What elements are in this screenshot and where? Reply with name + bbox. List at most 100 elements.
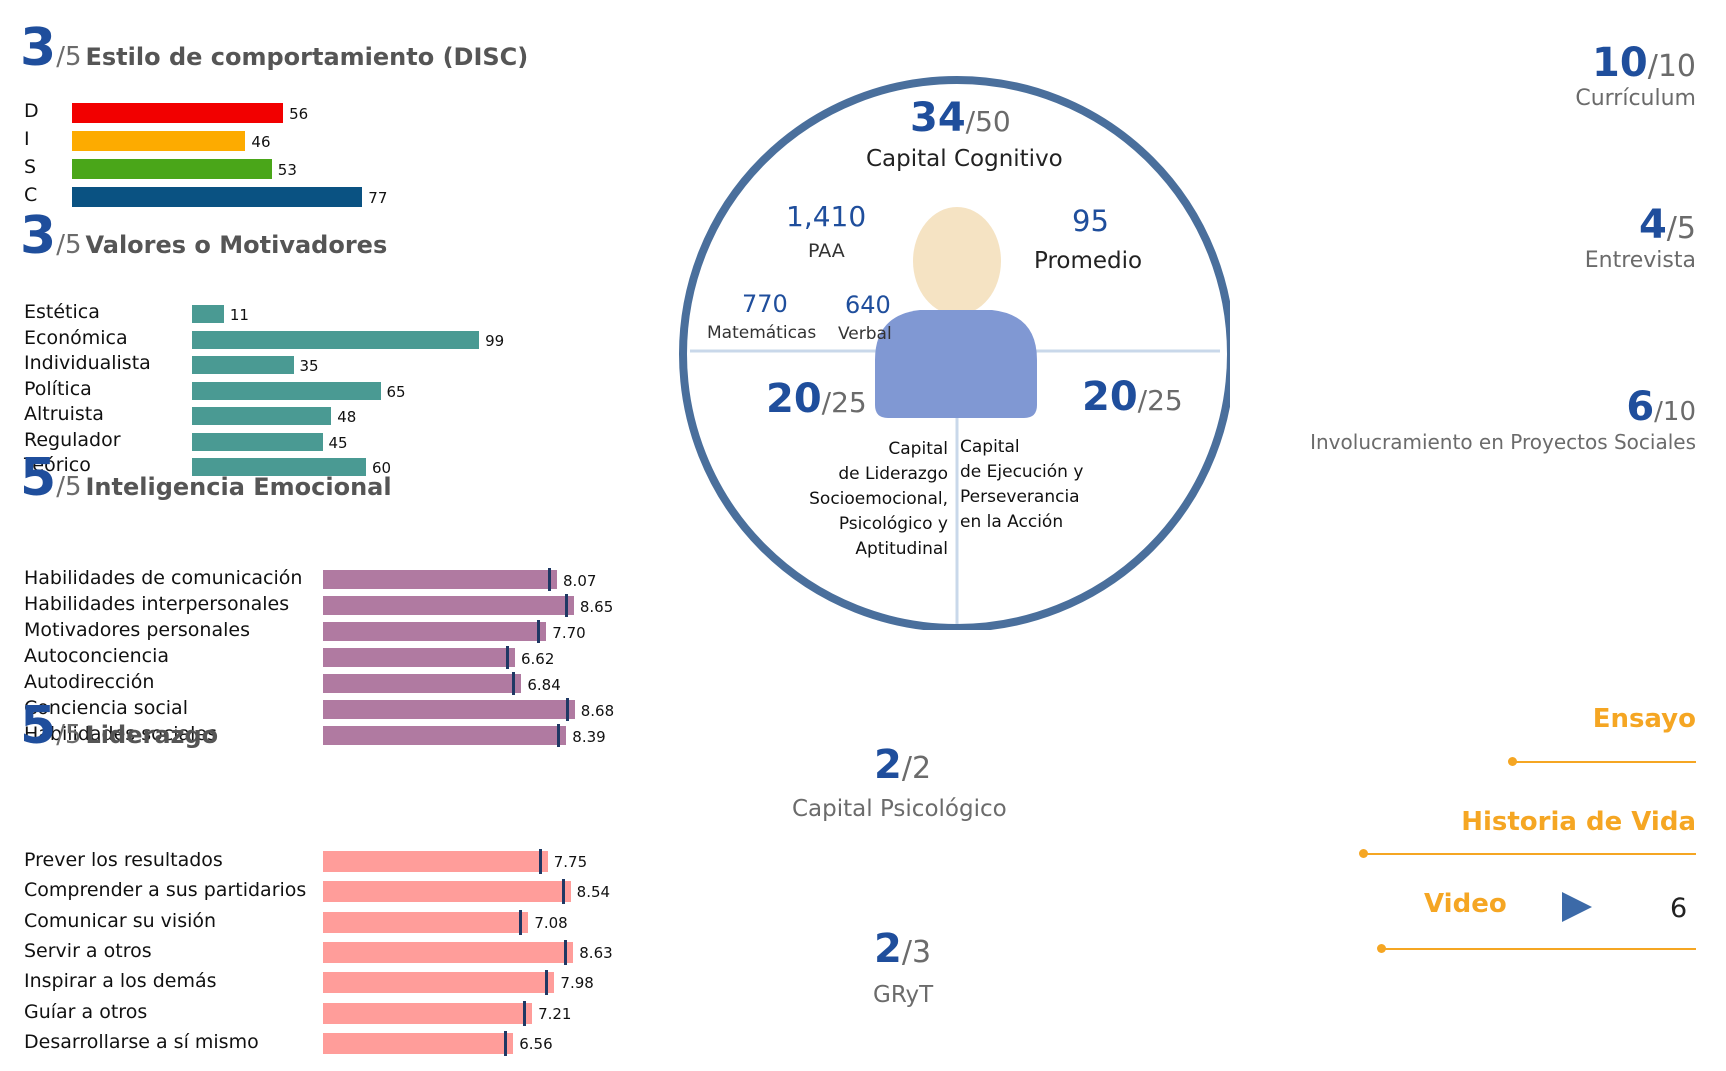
- right-label-line: en la Acción: [960, 512, 1064, 532]
- bar: [323, 941, 574, 963]
- category-label: Inspirar a los demás: [24, 970, 217, 993]
- data-label: 48: [337, 408, 357, 426]
- category-label: Autoconciencia: [24, 645, 170, 667]
- data-label: 56: [289, 105, 309, 123]
- cognitivo-score-value: 34: [910, 95, 966, 141]
- bar-marker: [548, 568, 552, 591]
- category-label: Económica: [24, 326, 128, 349]
- bar: [72, 159, 272, 179]
- category-label: Estética: [24, 301, 100, 323]
- bar: [192, 356, 294, 374]
- data-label: 53: [277, 161, 297, 179]
- bar-marker: [537, 620, 541, 643]
- psicologico-label: Capital Psicológico: [792, 796, 1007, 822]
- category-label: Individualista: [24, 352, 151, 374]
- category-label: Conciencia social: [24, 697, 188, 719]
- data-label: 6.62: [520, 650, 555, 668]
- bar: [323, 972, 555, 994]
- gryt-label: GRyT: [873, 982, 934, 1008]
- play-icon[interactable]: [1560, 890, 1594, 924]
- right-quadrant-label: Capital de Ejecución y Perseverancia en …: [960, 435, 1083, 535]
- bar: [192, 407, 332, 425]
- ensayo-link[interactable]: Ensayo: [1592, 704, 1696, 734]
- promedio-label: Promedio: [1034, 248, 1143, 274]
- left-quadrant-score: 20/25: [766, 376, 867, 422]
- valores-title: 3/5 Valores o Motivadores: [20, 206, 387, 266]
- category-label: Regulador: [24, 428, 121, 451]
- cognitivo-score-denom: /50: [965, 105, 1011, 138]
- data-label: 77: [368, 189, 388, 207]
- ie-denom: /5: [56, 472, 82, 502]
- category-label: Comprender a sus partidarios: [24, 879, 307, 902]
- liderazgo-title: 5/5 Liderazgo: [20, 696, 218, 756]
- valores-score: 3: [20, 206, 57, 266]
- curriculum-score: 10/10 Currículum: [1575, 40, 1696, 111]
- verbal-label: Verbal: [838, 324, 892, 344]
- cognitivo-label: Capital Cognitivo: [866, 146, 1063, 172]
- psicologico-score: 2/2: [874, 742, 931, 788]
- entrevista-score-denom: /5: [1666, 211, 1696, 246]
- category-label: I: [24, 128, 30, 150]
- bar-marker: [565, 698, 569, 721]
- right-label-line: de Ejecución y: [960, 462, 1084, 482]
- bar: [72, 187, 363, 207]
- data-label: 7.98: [560, 974, 594, 993]
- outer-ring: [679, 76, 1230, 630]
- psicologico-score-value: 2: [874, 742, 902, 788]
- category-label: D: [24, 100, 39, 122]
- disc-title-text: Estilo de comportamiento (DISC): [85, 43, 529, 71]
- category-label: Habilidades interpersonales: [24, 593, 290, 615]
- data-label: 99: [485, 331, 505, 350]
- bar: [323, 648, 515, 667]
- category-label: Habilidades sociales: [24, 723, 217, 745]
- gryt-score-value: 2: [874, 926, 902, 972]
- video-count: 6: [1670, 893, 1688, 924]
- proyectos-score-value: 6: [1626, 384, 1655, 430]
- right-label-line: Capital: [960, 437, 1020, 457]
- data-label: 65: [386, 382, 406, 401]
- video-link[interactable]: Video: [1424, 889, 1507, 919]
- bar: [323, 726, 567, 745]
- entrevista-score: 4/5 Entrevista: [1585, 202, 1696, 273]
- person-head-icon: [913, 207, 1001, 315]
- disc-denom: /5: [56, 42, 82, 72]
- promedio-value: 95: [1072, 204, 1109, 238]
- left-label-line: de Liderazgo: [838, 464, 948, 484]
- cognitivo-score: 34/50: [910, 95, 1011, 141]
- category-label: Guíar a otros: [24, 1000, 148, 1023]
- gryt-score: 2/3: [874, 926, 931, 972]
- bar: [72, 103, 284, 123]
- category-label: Habilidades de comunicación: [24, 567, 303, 589]
- entrevista-score-value: 4: [1638, 202, 1667, 248]
- matematicas-value: 770: [742, 290, 788, 318]
- bar-marker: [505, 646, 509, 669]
- left-quadrant-score-denom: /25: [821, 386, 867, 419]
- data-label: 7.70: [552, 624, 586, 642]
- category-label: S: [24, 156, 37, 178]
- ie-title-text: Inteligencia Emocional: [85, 473, 392, 501]
- bar: [192, 381, 381, 400]
- right-quadrant-score: 20/25: [1082, 374, 1183, 420]
- proyectos-score: 6/10 Involucramiento en Proyectos Social…: [1310, 384, 1696, 454]
- liderazgo-score: 5: [20, 696, 57, 756]
- bar-marker: [512, 672, 516, 695]
- center-circle-graphic: [679, 76, 1230, 630]
- data-label: 6.84: [527, 676, 561, 694]
- data-label: 7.08: [534, 913, 568, 932]
- bar: [192, 458, 366, 476]
- data-label: 8.68: [580, 702, 615, 720]
- paa-value: 1,410: [786, 200, 867, 233]
- paa-label: PAA: [808, 240, 845, 262]
- liderazgo-denom: /5: [56, 720, 82, 750]
- historia-link[interactable]: Historia de Vida: [1461, 807, 1696, 837]
- data-label: 11: [229, 306, 249, 324]
- bar-marker: [545, 970, 549, 996]
- ie-title: 5/5 Inteligencia Emocional: [20, 448, 392, 508]
- data-label: 60: [372, 459, 392, 477]
- data-label: 8.65: [579, 598, 614, 616]
- valores-denom: /5: [56, 230, 82, 260]
- bar-marker: [538, 849, 542, 874]
- verbal-value: 640: [845, 291, 891, 319]
- bar-marker: [561, 879, 565, 905]
- data-label: 7.75: [553, 853, 588, 871]
